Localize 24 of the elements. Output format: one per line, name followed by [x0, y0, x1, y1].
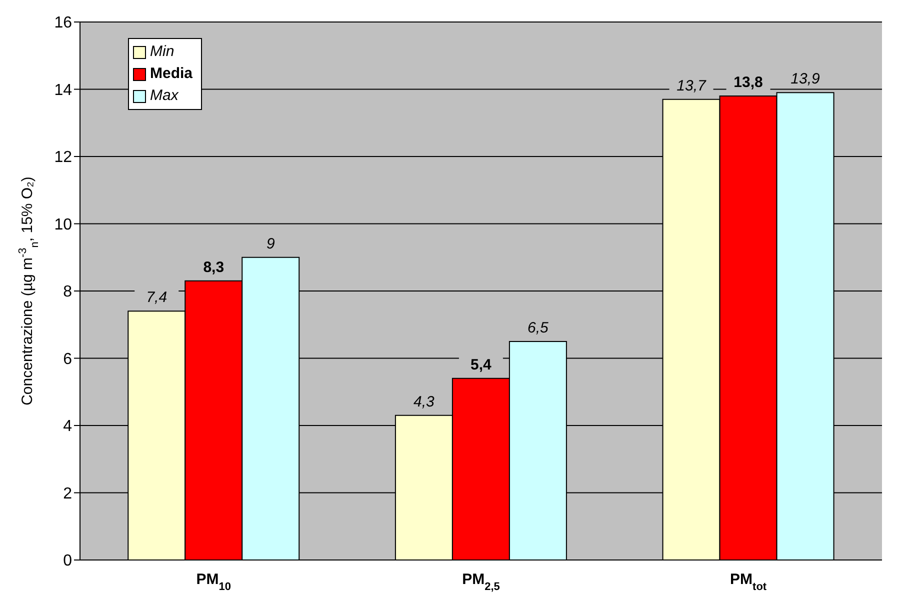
data-label: 4,3: [414, 393, 436, 410]
x-tick-label: PM$_{10}$: [196, 571, 232, 593]
y-tick-label: 4: [63, 418, 72, 436]
legend-label: Min: [150, 42, 174, 62]
x-tick-label: PM$_{2,5}$: [462, 571, 500, 593]
legend-label: Media: [150, 64, 193, 84]
y-tick-label: 16: [54, 14, 72, 32]
data-label: 9: [266, 235, 276, 252]
y-tick-label: 10: [54, 216, 72, 234]
data-label: 13,9: [790, 70, 821, 88]
data-label: 6,5: [528, 319, 550, 336]
y-tick-label: 6: [63, 350, 72, 368]
data-label: 5,4: [470, 356, 492, 374]
y-tick-label: 8: [63, 284, 72, 301]
legend-label: Max: [150, 86, 178, 106]
y-tick-label: 2: [63, 485, 72, 502]
data-label: 13,7: [676, 77, 707, 94]
y-tick-label: 14: [54, 82, 72, 99]
data-label: 13,8: [734, 74, 763, 91]
data-label: 7,4: [146, 289, 168, 306]
y-tick-label: 0: [63, 552, 72, 570]
y-tick-label: 12: [54, 149, 72, 166]
x-tick-label: PM$_{tot}$: [730, 571, 767, 593]
data-label: 8,3: [203, 258, 224, 276]
